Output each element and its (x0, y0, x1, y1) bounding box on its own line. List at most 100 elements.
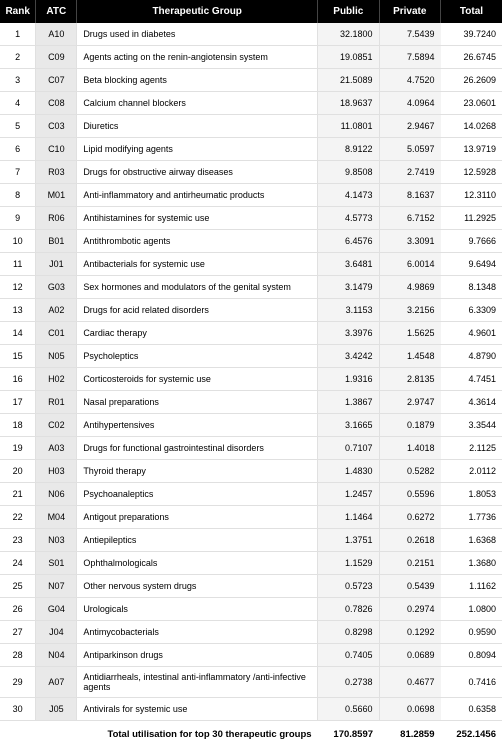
cell-private: 2.7419 (379, 161, 440, 184)
cell-public: 3.1479 (318, 276, 379, 299)
cell-atc: C03 (36, 115, 77, 138)
table-row: 13A02Drugs for acid related disorders3.1… (0, 299, 502, 322)
col-rank: Rank (0, 0, 36, 23)
cell-public: 1.1529 (318, 552, 379, 575)
cell-atc: C02 (36, 414, 77, 437)
cell-public: 1.2457 (318, 483, 379, 506)
cell-total: 2.1125 (441, 437, 502, 460)
cell-public: 1.4830 (318, 460, 379, 483)
cell-rank: 23 (0, 529, 36, 552)
cell-public: 0.5723 (318, 575, 379, 598)
cell-total: 4.7451 (441, 368, 502, 391)
cell-atc: H02 (36, 368, 77, 391)
cell-atc: M04 (36, 506, 77, 529)
cell-total: 12.3110 (441, 184, 502, 207)
cell-tg: Anti-inflammatory and antirheumatic prod… (77, 184, 318, 207)
cell-rank: 14 (0, 322, 36, 345)
table-row: 3C07Beta blocking agents21.50894.752026.… (0, 69, 502, 92)
table-footer: Total utilisation for top 30 therapeutic… (0, 721, 502, 748)
cell-private: 7.5894 (379, 46, 440, 69)
cell-atc: A10 (36, 23, 77, 46)
cell-total: 6.3309 (441, 299, 502, 322)
cell-public: 1.3751 (318, 529, 379, 552)
cell-atc: C09 (36, 46, 77, 69)
cell-tg: Antivirals for systemic use (77, 698, 318, 721)
cell-tg: Psycholeptics (77, 345, 318, 368)
table-row: 21N06Psychoanaleptics1.24570.55961.8053 (0, 483, 502, 506)
table-row: 16H02Corticosteroids for systemic use1.9… (0, 368, 502, 391)
cell-total: 3.3544 (441, 414, 502, 437)
cell-private: 2.9747 (379, 391, 440, 414)
cell-public: 4.1473 (318, 184, 379, 207)
cell-tg: Drugs for functional gastrointestinal di… (77, 437, 318, 460)
cell-public: 0.8298 (318, 621, 379, 644)
cell-public: 0.7107 (318, 437, 379, 460)
cell-public: 1.3867 (318, 391, 379, 414)
cell-public: 4.5773 (318, 207, 379, 230)
cell-total: 0.6358 (441, 698, 502, 721)
table-row: 17R01Nasal preparations1.38672.97474.361… (0, 391, 502, 414)
cell-total: 9.7666 (441, 230, 502, 253)
cell-tg: Other nervous system drugs (77, 575, 318, 598)
cell-tg: Sex hormones and modulators of the genit… (77, 276, 318, 299)
cell-public: 0.7826 (318, 598, 379, 621)
cell-total: 23.0601 (441, 92, 502, 115)
cell-total: 14.0268 (441, 115, 502, 138)
cell-tg: Psychoanaleptics (77, 483, 318, 506)
table-row: 18C02Antihypertensives3.16650.18793.3544 (0, 414, 502, 437)
table-row: 26G04Urologicals0.78260.29741.0800 (0, 598, 502, 621)
cell-rank: 7 (0, 161, 36, 184)
cell-total: 2.0112 (441, 460, 502, 483)
cell-rank: 29 (0, 667, 36, 698)
cell-tg: Cardiac therapy (77, 322, 318, 345)
cell-atc: C07 (36, 69, 77, 92)
cell-rank: 11 (0, 253, 36, 276)
cell-public: 19.0851 (318, 46, 379, 69)
table-row: 29A07Antidiarrheals, intestinal anti-inf… (0, 667, 502, 698)
cell-total: 1.7736 (441, 506, 502, 529)
cell-public: 1.1464 (318, 506, 379, 529)
cell-total: 4.3614 (441, 391, 502, 414)
cell-tg: Thyroid therapy (77, 460, 318, 483)
table-row: 1A10Drugs used in diabetes32.18007.54393… (0, 23, 502, 46)
col-tg: Therapeutic Group (77, 0, 318, 23)
cell-atc: C08 (36, 92, 77, 115)
table-row: 9R06Antihistamines for systemic use4.577… (0, 207, 502, 230)
cell-private: 2.8135 (379, 368, 440, 391)
cell-total: 11.2925 (441, 207, 502, 230)
cell-atc: N06 (36, 483, 77, 506)
cell-atc: H03 (36, 460, 77, 483)
cell-rank: 26 (0, 598, 36, 621)
cell-public: 3.4242 (318, 345, 379, 368)
cell-rank: 24 (0, 552, 36, 575)
cell-public: 6.4576 (318, 230, 379, 253)
cell-atc: N03 (36, 529, 77, 552)
cell-atc: A07 (36, 667, 77, 698)
cell-atc: N04 (36, 644, 77, 667)
cell-atc: R06 (36, 207, 77, 230)
cell-private: 0.6272 (379, 506, 440, 529)
cell-atc: R01 (36, 391, 77, 414)
cell-atc: B01 (36, 230, 77, 253)
cell-rank: 4 (0, 92, 36, 115)
footer-private: 81.2859 (379, 721, 440, 748)
cell-private: 1.4548 (379, 345, 440, 368)
footer-public: 170.8597 (318, 721, 379, 748)
cell-total: 0.9590 (441, 621, 502, 644)
cell-total: 4.9601 (441, 322, 502, 345)
col-private: Private (379, 0, 440, 23)
table-header: Rank ATC Therapeutic Group Public Privat… (0, 0, 502, 23)
cell-private: 0.1879 (379, 414, 440, 437)
cell-rank: 25 (0, 575, 36, 598)
cell-atc: N07 (36, 575, 77, 598)
cell-public: 0.7405 (318, 644, 379, 667)
cell-tg: Drugs for obstructive airway diseases (77, 161, 318, 184)
cell-private: 0.0698 (379, 698, 440, 721)
cell-rank: 28 (0, 644, 36, 667)
cell-total: 26.2609 (441, 69, 502, 92)
cell-atc: R03 (36, 161, 77, 184)
cell-rank: 12 (0, 276, 36, 299)
cell-private: 5.0597 (379, 138, 440, 161)
cell-public: 3.6481 (318, 253, 379, 276)
cell-total: 1.8053 (441, 483, 502, 506)
